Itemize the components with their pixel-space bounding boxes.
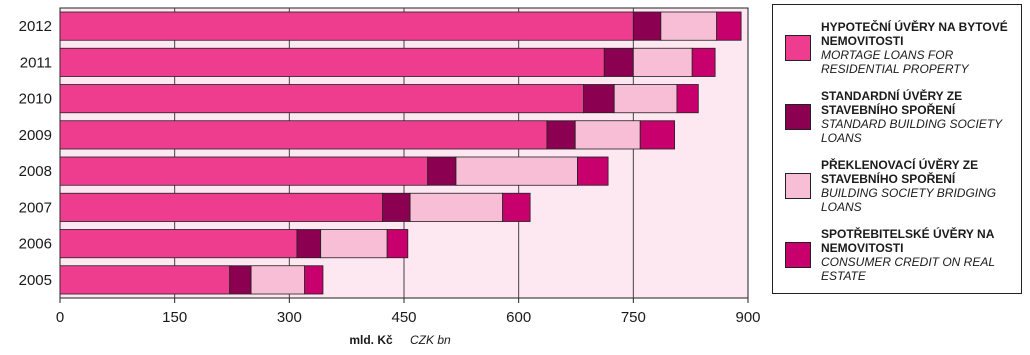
bar-2006-series-3	[386, 229, 409, 259]
legend-item-consumer: SPOTŘEBITELSKÉ ÚVĚRY NA NEMOVITOSTI CONS…	[785, 220, 1015, 289]
category-label-2010: 2010	[19, 91, 52, 108]
x-tick-label-450: 450	[391, 309, 416, 326]
legend-label-bridging-en: BUILDING SOCIETY BRIDGING LOANS	[821, 185, 997, 214]
legend-swatch-bridging	[785, 172, 811, 199]
bar-2010-series-2	[613, 84, 678, 114]
bar-2010-series-1	[583, 84, 615, 114]
bar-2005-series-0	[59, 265, 231, 295]
bar-2012-series-1	[632, 11, 662, 41]
category-label-2008: 2008	[19, 163, 52, 180]
legend-label-mortgage-en: MORTAGE LOANS FOR RESIDENTIAL PROPERTY	[821, 47, 969, 76]
category-labels: 2012 2011 2010 2009 2008 2007 2006 2005	[19, 18, 52, 289]
category-label-2012: 2012	[19, 18, 52, 35]
bar-2006-series-1	[296, 229, 322, 259]
legend-item-bridging: PŘEKLENOVACÍ ÚVĚRY ZE STAVEBNÍHO SPOŘENÍ…	[785, 151, 1015, 220]
bar-2005-series-2	[250, 265, 306, 295]
x-tick-label-300: 300	[277, 309, 302, 326]
x-tick-label-0: 0	[56, 309, 64, 326]
legend-label-mortgage: HYPOTEČNÍ ÚVĚRY NA BYTOVÉ NEMOVITOSTI	[821, 19, 1008, 48]
bar-2007-series-2	[409, 192, 504, 222]
bar-2009-series-2	[574, 120, 641, 150]
bar-2011-series-1	[603, 47, 634, 77]
legend-swatch-standard	[785, 103, 811, 130]
bar-2007-series-3	[502, 192, 531, 222]
bar-2007-series-1	[382, 192, 411, 222]
bar-2007-series-0	[59, 192, 383, 222]
x-tick-label-600: 600	[506, 309, 531, 326]
x-tick-label-900: 900	[735, 309, 760, 326]
x-axis-label-en: CZK bn	[410, 333, 451, 347]
legend-item-standard: STANDARDNÍ ÚVĚRY ZE STAVEBNÍHO SPOŘENÍ S…	[785, 82, 1015, 151]
x-tick-labels: 0 150 300 450 600 750 900	[56, 309, 761, 326]
legend-label-consumer-en: CONSUMER CREDIT ON REAL ESTATE	[821, 254, 995, 283]
legend-swatch-consumer	[785, 241, 811, 268]
bars	[59, 11, 742, 295]
bar-2005-series-1	[229, 265, 252, 295]
legend-label-consumer: SPOTŘEBITELSKÉ ÚVĚRY NA NEMOVITOSTI	[821, 226, 994, 255]
bar-2012-series-0	[59, 11, 634, 41]
bar-2012-series-2	[660, 11, 718, 41]
bar-2009-series-1	[546, 120, 576, 150]
bar-2008-series-3	[577, 156, 609, 186]
bar-2010-series-3	[676, 84, 699, 114]
bar-2008-series-2	[455, 156, 578, 186]
x-axis-title: mld. Kč CZK bn	[0, 333, 800, 347]
bar-2011-series-0	[59, 47, 605, 77]
bar-2010-series-0	[59, 84, 585, 114]
legend-label-standard: STANDARDNÍ ÚVĚRY ZE STAVEBNÍHO SPOŘENÍ	[821, 88, 963, 117]
legend: HYPOTEČNÍ ÚVĚRY NA BYTOVÉ NEMOVITOSTI MO…	[772, 4, 1022, 294]
bar-2011-series-2	[632, 47, 693, 77]
category-label-2011: 2011	[20, 54, 52, 71]
x-tick-label-750: 750	[621, 309, 646, 326]
x-axis-label-cz: mld. Kč	[349, 333, 393, 347]
bar-2009-series-3	[639, 120, 676, 150]
stacked-bar-chart: 2012 2011 2010 2009 2008 2007 2006 2005 0 150 300…	[19, 7, 761, 326]
bar-2008-series-1	[427, 156, 457, 186]
bar-2006-series-2	[320, 229, 388, 259]
x-tick-label-150: 150	[162, 309, 187, 326]
category-label-2006: 2006	[19, 236, 52, 253]
category-label-2009: 2009	[19, 127, 52, 144]
bar-2008-series-0	[59, 156, 429, 186]
legend-swatch-mortgage	[785, 34, 811, 61]
legend-label-standard-en: STANDARD BUILDING SOCIETY LOANS	[821, 116, 1002, 145]
bar-2012-series-3	[716, 11, 742, 41]
bar-2006-series-0	[59, 229, 298, 259]
bar-2011-series-3	[691, 47, 716, 77]
category-label-2005: 2005	[19, 272, 52, 289]
category-label-2007: 2007	[19, 199, 52, 216]
legend-item-mortgage: HYPOTEČNÍ ÚVĚRY NA BYTOVÉ NEMOVITOSTI MO…	[785, 13, 1015, 82]
bar-2005-series-3	[304, 265, 324, 295]
bar-2009-series-0	[59, 120, 548, 150]
legend-label-bridging: PŘEKLENOVACÍ ÚVĚRY ZE STAVEBNÍHO SPOŘENÍ	[821, 157, 979, 186]
